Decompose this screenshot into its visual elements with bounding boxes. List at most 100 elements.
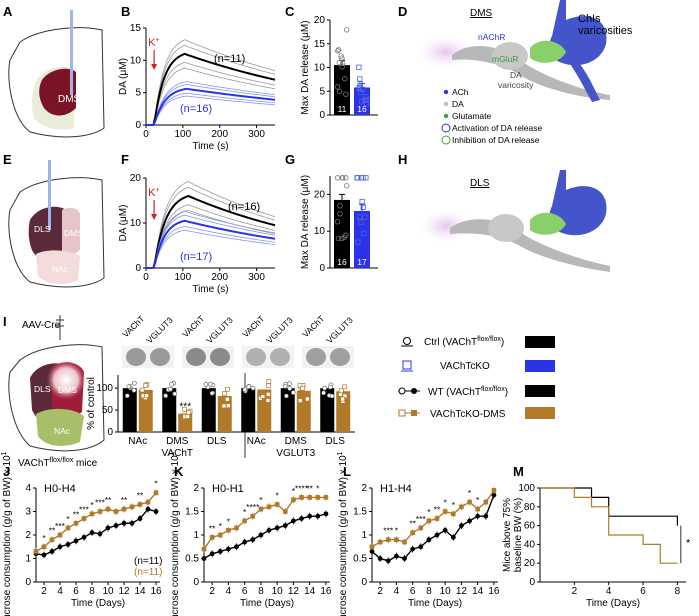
panel-letter-f: F [121, 152, 129, 167]
x-tick-label: 8 [89, 586, 95, 597]
data-point [335, 47, 342, 53]
wt-point [385, 558, 391, 564]
significance-label: ** [49, 526, 56, 536]
wt-line [35, 508, 157, 556]
bar-wt [241, 388, 256, 432]
data-point [344, 183, 350, 189]
wt-point [41, 552, 47, 558]
individual-trace [146, 61, 276, 126]
legend-swatch [525, 360, 555, 372]
significance-label: *** [55, 521, 66, 531]
activation-icon [441, 123, 451, 133]
wt-point [153, 509, 159, 514]
significance-label: * [276, 490, 280, 500]
wt-point [410, 546, 416, 552]
chi-varicosity-green [530, 40, 566, 63]
purple-blob [418, 36, 474, 68]
data-point [131, 388, 137, 393]
ko-point [89, 511, 95, 517]
chart-title: H1-H4 [380, 483, 412, 495]
wt-point [450, 534, 456, 540]
da-varicosity [488, 214, 524, 242]
wt-line [371, 494, 495, 562]
bar [354, 210, 370, 268]
y-tick-label: 0 [135, 263, 141, 274]
wt-point [250, 537, 256, 543]
ko-point [250, 513, 256, 519]
panel-a-brain: DMS [8, 10, 105, 138]
stim-label: K+ [148, 187, 159, 199]
key-inhibition: Inhibition of DA release [452, 135, 540, 145]
nac-region [36, 408, 84, 446]
ko-point [217, 532, 223, 538]
ko-survival-line [540, 487, 678, 564]
stain-label: VGLUT3 [264, 315, 295, 346]
data-point [363, 94, 369, 100]
wt-point [323, 511, 329, 517]
da-varicosity-label2: varicosity [498, 80, 534, 90]
ko-line [35, 492, 157, 553]
panel-letter-e: E [3, 152, 12, 167]
n-label: (n=17) [180, 251, 212, 263]
x-axis-label: Time (Days) [240, 598, 294, 609]
ko-point [73, 520, 79, 526]
key-da: DA [452, 99, 464, 109]
ko-point [418, 525, 424, 531]
wt-point [201, 556, 207, 561]
data-point [335, 235, 342, 242]
individual-trace [146, 210, 276, 269]
data-point [336, 60, 343, 66]
wt-point [467, 518, 472, 524]
ko-point [377, 539, 383, 545]
y-axis-label: baseline BW (%) [513, 498, 524, 572]
y-tick-label: 5 [319, 86, 325, 97]
significance-label: * [444, 498, 448, 508]
y-tick-label: 0 [529, 577, 535, 588]
ko-point [137, 502, 143, 507]
wt-point [89, 530, 95, 536]
chart-m: 0 20 40 60 80 100 2 4 6 8 Time (Days) Mice above 75… [502, 483, 691, 609]
ko-point [81, 516, 87, 521]
data-point [339, 55, 345, 61]
data-point [168, 386, 173, 392]
stain-label: VAChT [300, 313, 326, 339]
group-label: VAChT [162, 448, 194, 459]
aav-cre-label: AAV-Cre [22, 320, 61, 331]
wt-point [418, 544, 424, 550]
mean-trace [146, 194, 276, 269]
y-tick-label: 10 [130, 218, 142, 229]
brain-slice-half [330, 348, 350, 366]
wt-point [483, 513, 489, 519]
da-varicosity-label1: DA [510, 70, 522, 80]
ko-point [434, 516, 440, 521]
individual-trace [146, 229, 276, 269]
brain-slice-half [270, 348, 290, 366]
data-point [338, 388, 344, 394]
x-tick-label: 8 [426, 586, 432, 597]
n-label: 16 [337, 257, 347, 267]
y-tick-label: 10 [314, 63, 326, 74]
stain-label: VAChT [180, 313, 206, 339]
brain-slice-half [306, 348, 326, 366]
stain-label: VGLUT3 [204, 315, 235, 346]
data-point [337, 211, 343, 217]
data-point [336, 88, 343, 95]
chart-title: H0-H1 [212, 483, 244, 495]
chart-title: H0-H4 [44, 483, 76, 495]
data-point [265, 398, 271, 403]
nac-label: NAc [54, 426, 71, 436]
data-point [260, 394, 266, 399]
ach-dot [443, 89, 449, 95]
varicosities-label: varicosities [578, 25, 633, 37]
wt-point [369, 549, 375, 554]
y-tick-label: 0 [319, 263, 325, 274]
y-tick-label: 0 [107, 427, 113, 438]
wt-point [129, 520, 135, 526]
x-tick-label: 14 [134, 586, 146, 597]
ko-point [385, 537, 391, 542]
significance-label: ** [105, 495, 112, 505]
significance-label: * [427, 507, 431, 517]
da-varicosity [492, 42, 528, 70]
data-point [335, 48, 341, 54]
